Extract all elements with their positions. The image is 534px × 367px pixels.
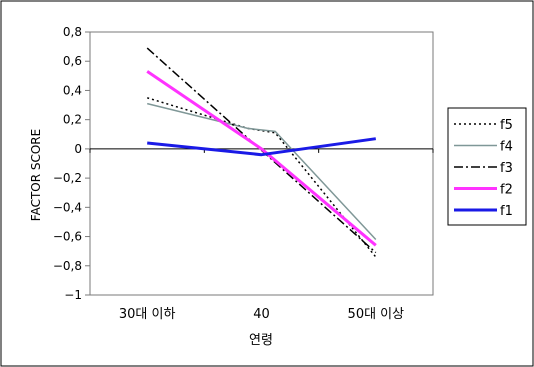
series-layer	[146, 47, 377, 258]
series-line-f1	[147, 137, 377, 157]
x-axis-ticks: 30대 이하 40 50대 이상	[89, 148, 434, 322]
series-line-f4	[147, 102, 377, 241]
legend-label-f4: f4	[500, 140, 513, 155]
y-tick-label: 0,6	[63, 54, 82, 68]
legend-label-f1: f1	[500, 204, 513, 219]
y-axis-label: FACTOR SCORE	[29, 129, 43, 221]
series-line-f2	[146, 70, 377, 247]
y-tick-label: 0,8	[63, 25, 82, 39]
y-tick-label: −0,6	[53, 230, 82, 244]
y-tick-label: −0,4	[53, 200, 82, 214]
legend: f5 f4 f3 f2 f1	[447, 107, 527, 226]
legend-label-f3: f3	[500, 161, 513, 176]
y-tick-label: 0,4	[63, 83, 82, 97]
x-axis-label: 연령	[249, 333, 273, 348]
y-tick-label: 0,2	[63, 113, 82, 127]
plot-area	[89, 31, 434, 296]
x-tick-label: 30대 이하	[119, 307, 176, 322]
legend-label-f5: f5	[500, 118, 513, 133]
y-tick-label: −1	[64, 288, 82, 302]
legend-box	[447, 107, 527, 226]
y-tick-label: −0,8	[53, 259, 82, 273]
x-tick-label: 40	[253, 307, 270, 322]
legend-label-f2: f2	[500, 183, 513, 198]
x-tick-label: 50대 이상	[348, 307, 405, 322]
y-tick-label: 0	[74, 142, 82, 156]
y-axis-ticks: 0,8 0,6 0,4 0,2 0 −0,2 −0,4 −0,6 −0,8 −1	[53, 25, 90, 302]
y-tick-label: −0,2	[53, 171, 82, 185]
